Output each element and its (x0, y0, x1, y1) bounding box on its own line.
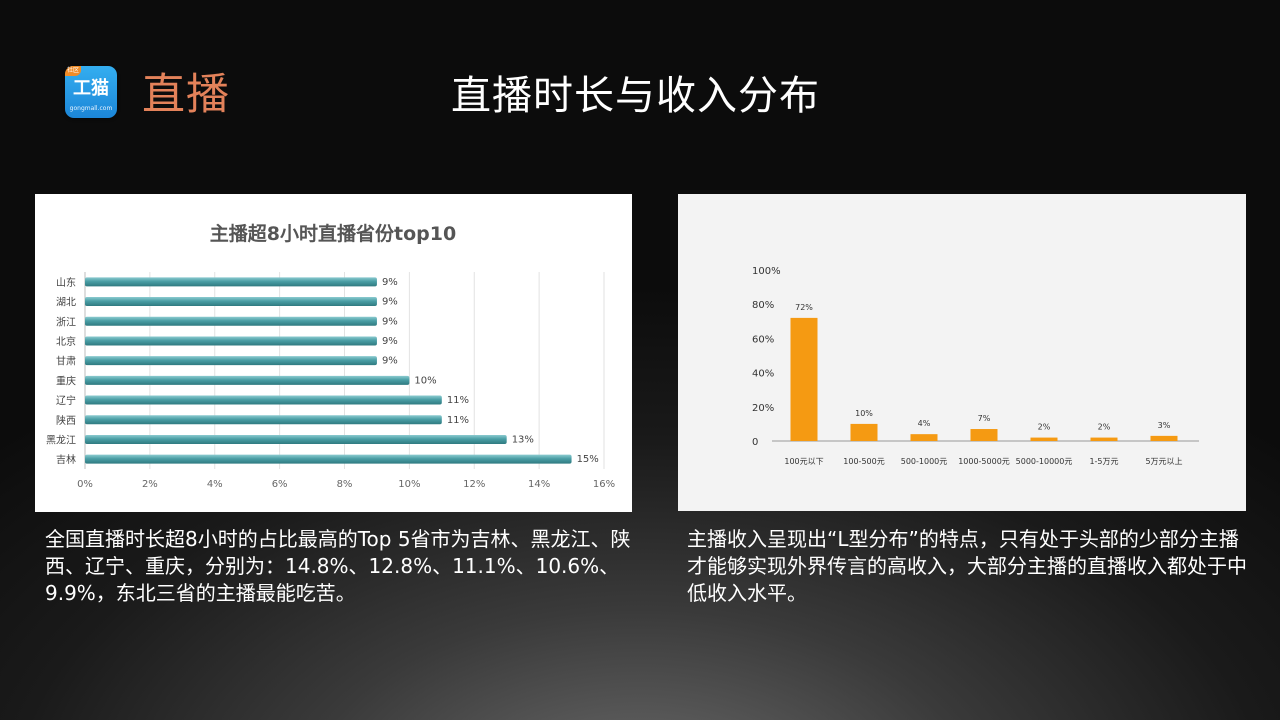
bar-100元以下 (790, 317, 818, 441)
bar-value-label: 2% (1038, 423, 1051, 432)
logo-tag: 社区 (65, 66, 81, 76)
y-tick-label: 0 (752, 437, 758, 448)
bar-湖北 (85, 297, 377, 307)
x-tick-label: 8% (337, 479, 353, 490)
x-tick-label: 12% (463, 479, 485, 490)
bar-北京 (85, 336, 377, 346)
bar-吉林 (85, 454, 572, 464)
bar-value-label: 11% (447, 395, 469, 406)
x-tick-label: 14% (528, 479, 550, 490)
y-category-label: 北京 (56, 335, 76, 348)
x-category-label: 1-5万元 (1089, 457, 1118, 466)
y-category-label: 甘肃 (56, 355, 76, 368)
bar-山东 (85, 277, 377, 287)
bar-500-1000元 (910, 434, 938, 441)
x-category-label: 5万元以上 (1145, 457, 1182, 466)
bar-value-label: 2% (1098, 423, 1111, 432)
y-category-label: 吉林 (56, 453, 76, 466)
bar-1-5万元 (1090, 437, 1118, 441)
bar-value-label: 9% (382, 297, 398, 308)
bar-黑龙江 (85, 434, 507, 444)
logo-domain: gongmall.com (69, 105, 113, 112)
x-category-label: 1000-5000元 (958, 457, 1010, 466)
x-tick-label: 4% (207, 479, 223, 490)
bar-浙江 (85, 316, 377, 326)
bar-value-label: 13% (512, 434, 534, 445)
y-tick-label: 100% (752, 266, 781, 277)
province-bar-chart: 主播超8小时直播省份top10 0% 2% 4% 6% 8% 10% 12% 14% 16% 山东 9… (46, 222, 615, 490)
y-category-label: 重庆 (56, 374, 76, 387)
bar-value-label: 3% (1158, 421, 1171, 430)
province-caption: 全国直播时长超8小时的占比最高的Top 5省市为吉林、黑龙江、陕西、辽宁、重庆，… (45, 527, 631, 605)
bar-甘肃 (85, 356, 377, 366)
bar-value-label: 9% (382, 356, 398, 367)
bar-辽宁 (85, 395, 442, 405)
x-tick-label: 10% (398, 479, 420, 490)
bar-value-label: 9% (382, 336, 398, 347)
x-tick-label: 16% (593, 479, 615, 490)
y-category-label: 黑龙江 (46, 433, 76, 446)
bar-value-label: 9% (382, 316, 398, 327)
y-tick-label: 60% (752, 334, 774, 345)
chart-title: 主播超8小时直播省份top10 (210, 222, 456, 245)
bar-陕西 (85, 415, 442, 425)
income-chart-panel: 0 20% 40% 60% 80% 100% 72% 100元以下 10% 100-500元 4% 5… (678, 194, 1246, 511)
x-category-label: 100元以下 (784, 457, 823, 466)
x-category-label: 100-500元 (843, 457, 884, 466)
y-category-label: 湖北 (56, 297, 76, 309)
income-caption: 主播收入呈现出“L型分布”的特点，只有处于头部的少部分主播才能够实现外界传言的高… (687, 527, 1247, 605)
x-tick-label: 0% (77, 479, 93, 490)
y-category-label: 辽宁 (56, 394, 76, 407)
province-chart-panel: 主播超8小时直播省份top10 0% 2% 4% 6% 8% 10% 12% 14% 16% 山东 9… (35, 194, 632, 512)
x-tick-label: 6% (272, 479, 288, 490)
bar-5000-10000元 (1030, 437, 1058, 441)
page-title: 直播时长与收入分布 (451, 73, 820, 119)
bar-value-label: 72% (795, 303, 813, 312)
bar-value-label: 9% (382, 277, 398, 288)
bar-value-label: 4% (918, 419, 931, 428)
income-bar-chart: 0 20% 40% 60% 80% 100% 72% 100元以下 10% 100-500元 4% 5… (752, 266, 1199, 466)
y-tick-label: 40% (752, 369, 774, 380)
bar-value-label: 11% (447, 415, 469, 426)
bar-100-500元 (850, 423, 878, 441)
bar-5万元以上 (1150, 435, 1178, 441)
x-category-label: 5000-10000元 (1016, 457, 1073, 466)
bar-重庆 (85, 375, 410, 385)
bar-value-label: 15% (577, 454, 599, 465)
y-tick-label: 20% (752, 403, 774, 414)
logo-name: 工猫 (73, 78, 109, 99)
y-category-label: 山东 (56, 276, 76, 289)
y-tick-label: 80% (752, 300, 774, 311)
section-label: 直播 (142, 70, 230, 120)
y-category-label: 陕西 (56, 414, 76, 427)
bar-1000-5000元 (970, 429, 998, 441)
bar-value-label: 10% (414, 375, 436, 386)
y-category-label: 浙江 (56, 316, 76, 328)
x-tick-label: 2% (142, 479, 158, 490)
app-logo: 社区 工猫 gongmall.com (65, 66, 117, 118)
x-category-label: 500-1000元 (901, 457, 948, 466)
bar-value-label: 10% (855, 409, 873, 418)
bar-value-label: 7% (978, 414, 991, 423)
